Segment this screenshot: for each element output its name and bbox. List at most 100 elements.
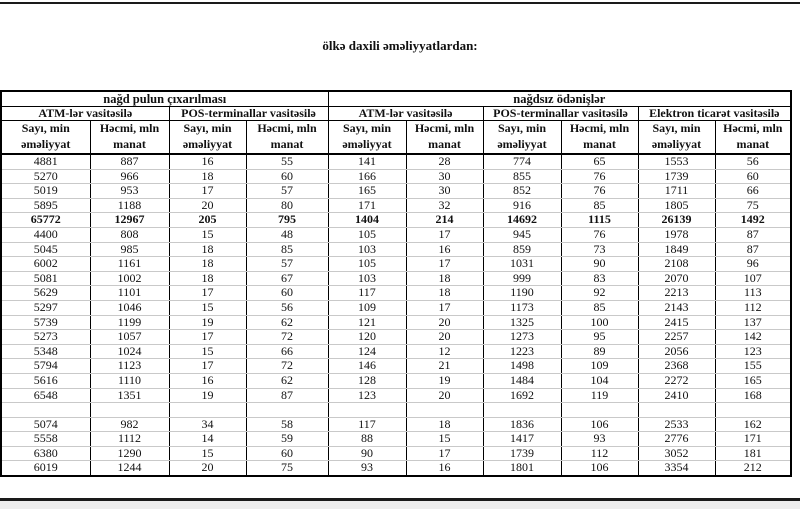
cell: 20 — [168, 197, 247, 214]
cell: 59 — [245, 431, 329, 447]
method-header-row: ATM-lər vasitəsilə POS-terminallar vasit… — [0, 106, 792, 121]
cell — [245, 402, 329, 418]
cell: 1002 — [89, 270, 170, 287]
cell: 1836 — [482, 416, 562, 433]
cell: 60 — [245, 285, 329, 301]
cell: 1024 — [89, 343, 170, 360]
cell: 1290 — [89, 445, 170, 462]
cell: 30 — [405, 183, 484, 199]
cell: 15 — [168, 299, 247, 316]
cell: 85 — [560, 197, 639, 214]
cell: 982 — [89, 416, 170, 433]
cell — [168, 402, 247, 418]
cell: 60 — [245, 445, 329, 462]
cell: 1404 — [327, 212, 407, 228]
method-header-atm-cashless: ATM-lər vasitəsilə — [327, 106, 484, 121]
cell: 5739 — [0, 314, 91, 331]
cell: 62 — [245, 314, 329, 331]
cell: 5558 — [0, 431, 91, 447]
unit-header-count-5: Sayı, min əməliyyat — [637, 120, 716, 155]
cell: 103 — [327, 270, 407, 287]
cell: 141 — [327, 153, 407, 170]
cell: 60 — [245, 168, 329, 185]
cell: 87 — [714, 226, 792, 243]
cell: 17 — [168, 329, 247, 345]
cell: 16 — [405, 460, 484, 477]
cell: 1553 — [637, 153, 716, 170]
cell: 17 — [168, 183, 247, 199]
table-row: 5019 953 17 57 165 30 852 76 1711 66 — [0, 183, 792, 199]
unit-header-volume-2: Həcmi, mln manat — [245, 120, 329, 155]
table-row: 5270 966 18 60 166 30 855 76 1739 60 — [0, 168, 792, 185]
cell: 109 — [327, 299, 407, 316]
cell: 966 — [89, 168, 170, 185]
table-row: 6380 1290 15 60 90 17 1739 112 3052 181 — [0, 445, 792, 462]
cell: 1188 — [89, 197, 170, 214]
cell: 67 — [245, 270, 329, 287]
cell: 83 — [560, 270, 639, 287]
cell: 2143 — [637, 299, 716, 316]
cell: 14692 — [482, 212, 562, 228]
cell: 19 — [168, 314, 247, 331]
cell: 66 — [714, 183, 792, 199]
cell: 18 — [405, 416, 484, 433]
cell: 16 — [405, 241, 484, 258]
cell: 96 — [714, 256, 792, 272]
cell: 1417 — [482, 431, 562, 447]
footer-gray-strip — [0, 501, 800, 509]
cell: 18 — [168, 256, 247, 272]
table-row: 5739 1199 19 62 121 20 1325 100 2415 137 — [0, 314, 792, 331]
unit-header-count-2: Sayı, min əməliyyat — [168, 120, 247, 155]
cell: 18 — [405, 285, 484, 301]
cell: 17 — [405, 299, 484, 316]
cell: 60 — [714, 168, 792, 185]
cell: 17 — [405, 256, 484, 272]
table-row: 5074 982 34 58 117 18 1836 106 2533 162 — [0, 416, 792, 433]
unit-header-volume-3: Həcmi, mln manat — [405, 120, 484, 155]
cell: 90 — [560, 256, 639, 272]
cell: 205 — [168, 212, 247, 228]
cell: 1711 — [637, 183, 716, 199]
cell: 1498 — [482, 358, 562, 374]
cell: 15 — [168, 226, 247, 243]
cell: 72 — [245, 329, 329, 345]
table-row: 5895 1188 20 80 171 32 916 85 1805 75 — [0, 197, 792, 214]
cell: 852 — [482, 183, 562, 199]
cell: 58 — [245, 416, 329, 433]
cell — [327, 402, 407, 418]
cell: 12 — [405, 343, 484, 360]
cell: 75 — [714, 197, 792, 214]
cell: 28 — [405, 153, 484, 170]
cell: 5348 — [0, 343, 91, 360]
cell: 1849 — [637, 241, 716, 258]
cell: 57 — [245, 256, 329, 272]
cell: 20 — [405, 314, 484, 331]
cell: 6019 — [0, 460, 91, 477]
cell: 2533 — [637, 416, 716, 433]
cell: 5297 — [0, 299, 91, 316]
method-header-ecommerce: Elektron ticarət vasitəsilə — [637, 106, 792, 121]
cell: 16 — [168, 153, 247, 170]
cell: 3052 — [637, 445, 716, 462]
group-header-cashless-payments: nağdsız ödənişlər — [327, 90, 792, 107]
cell — [89, 402, 170, 418]
cell: 2108 — [637, 256, 716, 272]
cell: 1739 — [482, 445, 562, 462]
unit-header-count-1: Sayı, min əməliyyat — [0, 120, 91, 155]
bottom-rule-line — [0, 498, 800, 501]
cell: 123 — [714, 343, 792, 360]
cell: 6380 — [0, 445, 91, 462]
cell: 6002 — [0, 256, 91, 272]
unit-header-volume-5: Həcmi, mln manat — [714, 120, 792, 155]
cell — [560, 402, 639, 418]
table-row: 5081 1002 18 67 103 18 999 83 2070 107 — [0, 270, 792, 287]
cell: 106 — [560, 416, 639, 433]
table-row: 6002 1161 18 57 105 17 1031 90 2108 96 — [0, 256, 792, 272]
cell: 1115 — [560, 212, 639, 228]
cell: 1173 — [482, 299, 562, 316]
cell: 4400 — [0, 226, 91, 243]
cell: 214 — [405, 212, 484, 228]
unit-header-count-4: Sayı, min əməliyyat — [482, 120, 562, 155]
table-row: 6548 1351 19 87 123 20 1692 119 2410 168 — [0, 387, 792, 404]
cell: 171 — [327, 197, 407, 214]
